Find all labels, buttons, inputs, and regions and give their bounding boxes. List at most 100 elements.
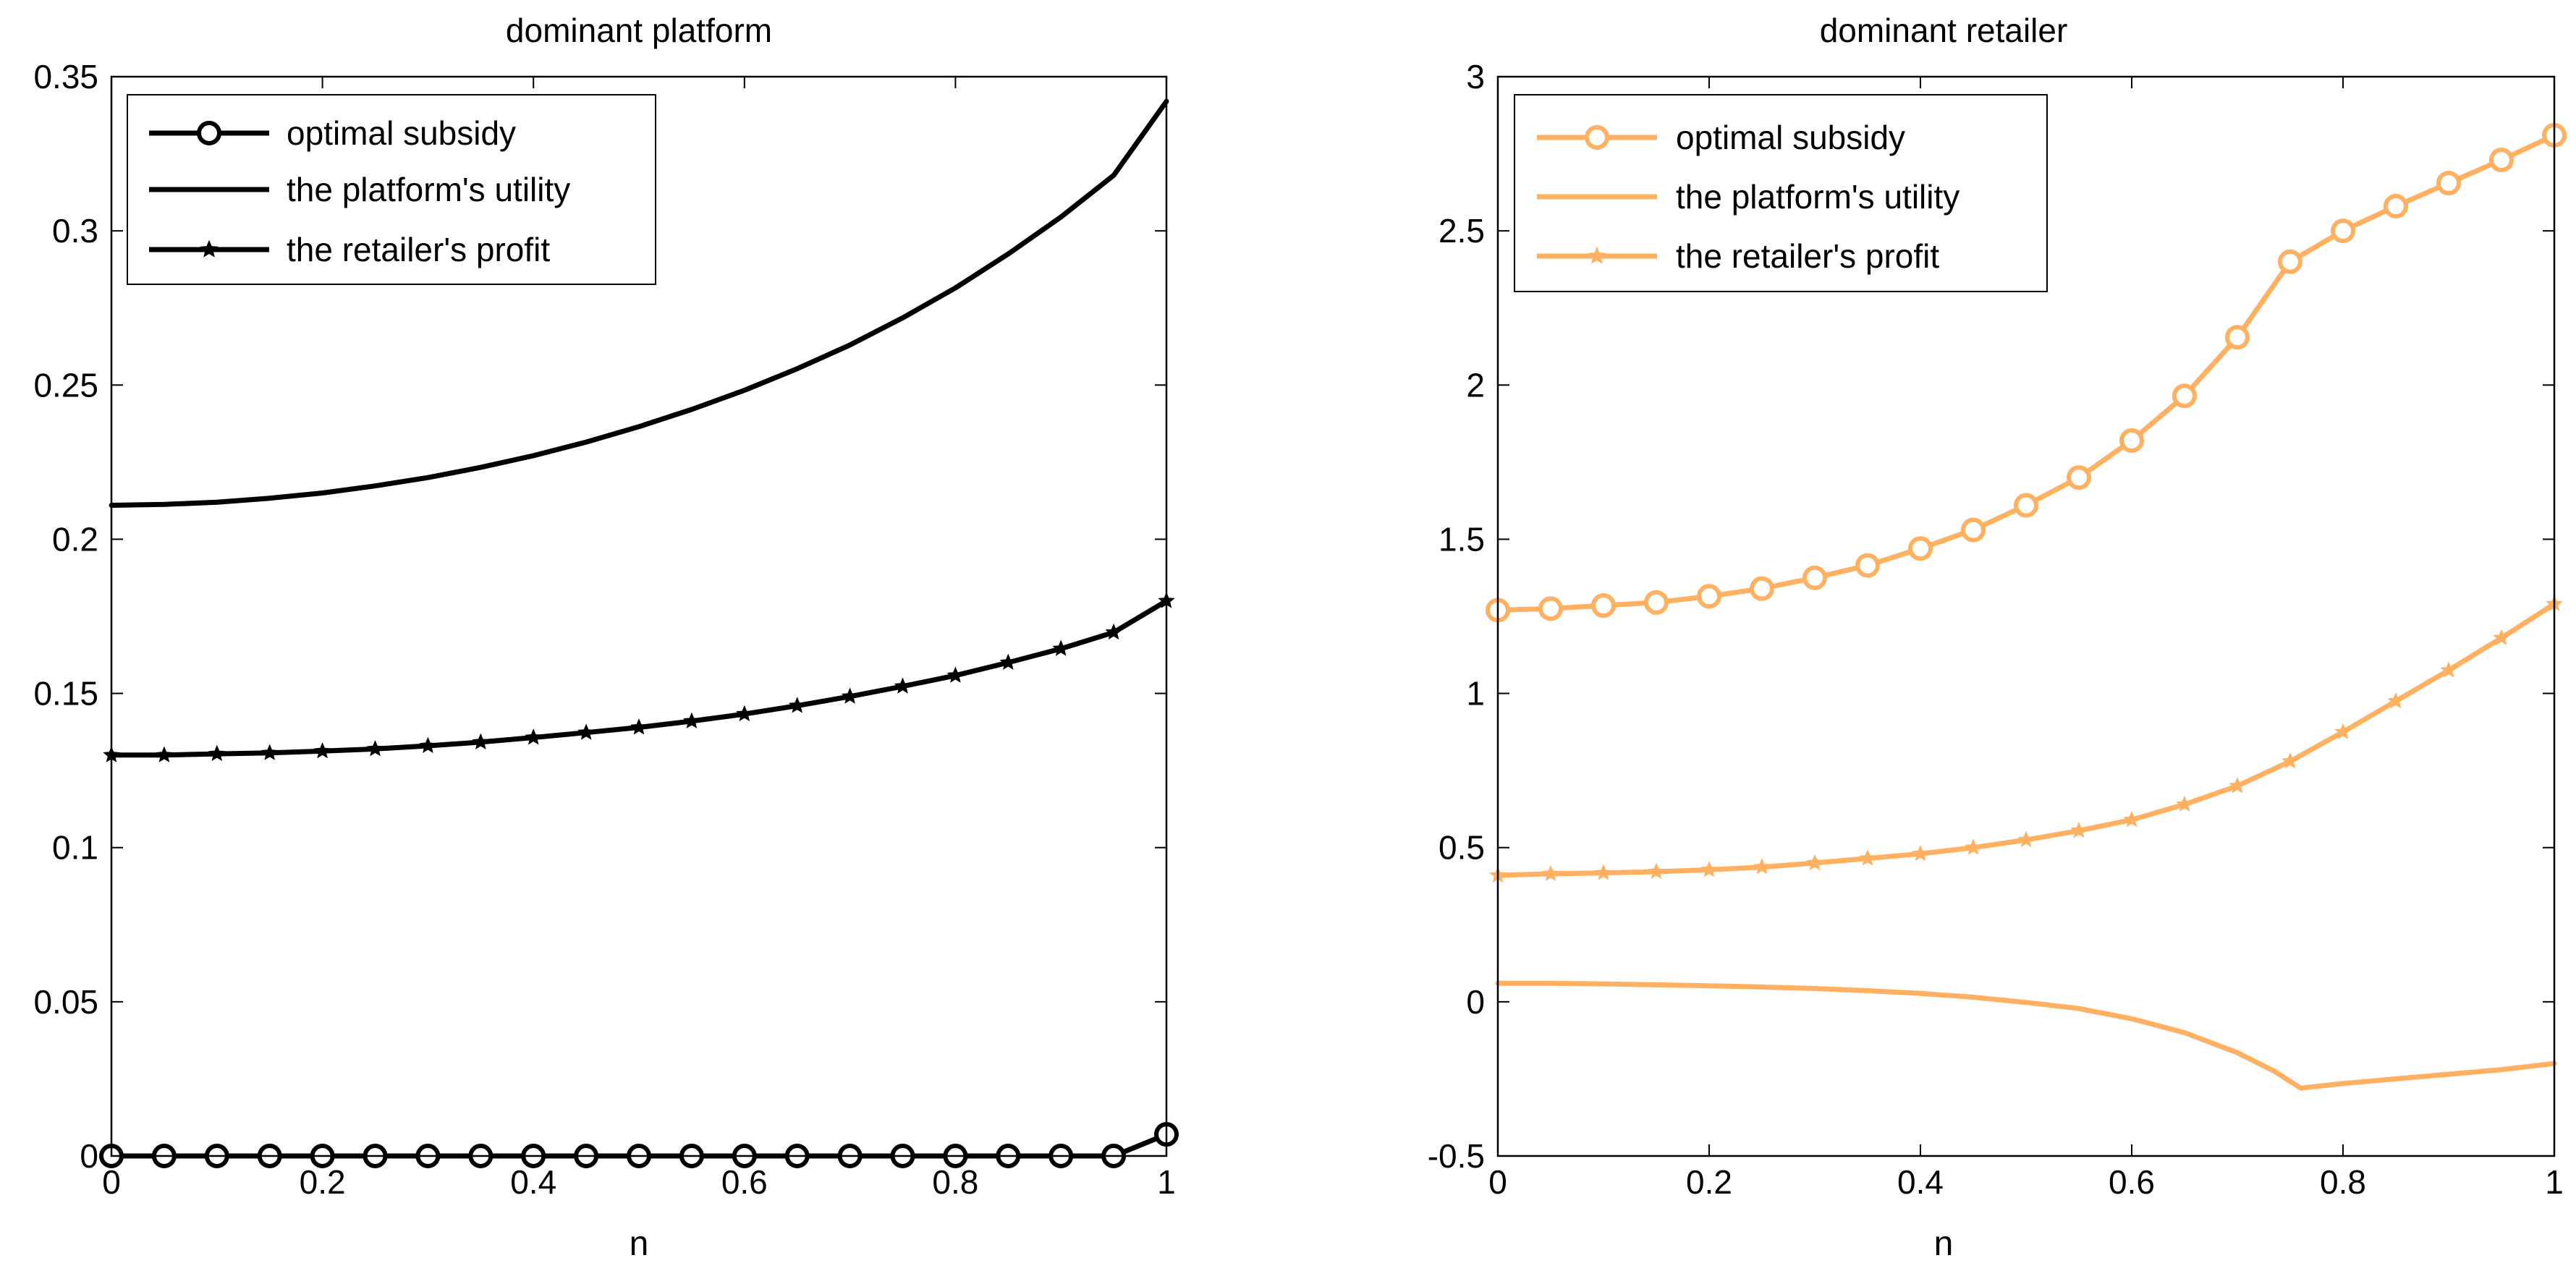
data-point-circle [2436,171,2461,196]
data-point-circle [1538,596,1563,621]
legend: optimal subsidy the platform's utility t… [1514,94,2048,292]
data-point-star [2334,723,2352,739]
x-tick-label: 1 [1157,1163,1176,1201]
legend-label: the platform's utility [1676,178,1959,216]
data-point-circle [2067,465,2091,490]
data-point-circle [1908,536,1933,561]
data-point-star [366,739,384,757]
y-tick-label: 0.05 [33,983,98,1021]
data-point-star [2281,752,2299,769]
chart-title: dominant platform [506,12,772,49]
x-tick-label: 0.2 [300,1163,346,1201]
legend-label: optimal subsidy [287,114,516,152]
x-tick-label: 0.4 [1897,1163,1944,1201]
data-point-circle [2384,194,2408,219]
data-point-star [2440,661,2457,678]
x-tick-label: 1 [2545,1163,2564,1201]
data-point-circle [2225,325,2250,350]
x-axis-label: n [1934,1225,1954,1263]
data-point-circle [1591,593,1616,619]
legend-entry-retailer-profit: the retailer's profit [1537,237,1939,275]
data-point-star [1648,862,1665,879]
data-point-star [260,744,279,760]
legend-label: the platform's utility [287,171,570,208]
x-tick-label: 0.6 [721,1163,768,1201]
axis-ticks: 0 0.2 0.4 0.6 0.8 1 0 0.05 0.1 0.15 0.2 0.25 0.3 0.35 [33,58,1175,1201]
x-tick-label: 0.2 [1686,1163,1732,1201]
data-point-star [1542,864,1559,881]
x-tick-label: 0 [102,1163,121,1201]
data-point-star [736,705,753,722]
y-tick-label: 2 [1466,366,1485,404]
data-point-star [841,687,859,704]
data-point-star [313,741,331,759]
legend-entry-platform-utility: the platform's utility [1537,178,1959,216]
y-tick-label: -0.5 [1428,1137,1485,1175]
y-tick-label: 0.15 [33,675,98,713]
series-the-retailer-s-profit [1489,595,2563,883]
data-point-star [1859,849,1876,866]
data-point-circle [1697,584,1721,609]
legend-entry-platform-utility: the platform's utility [149,171,570,208]
x-tick-label: 0.8 [2320,1163,2366,1201]
data-point-star [1105,623,1122,640]
series-line [1495,980,2557,1091]
data-point-star [2493,629,2510,645]
series-the-platform-s-utility [109,98,1169,508]
legend-entry-optimal-subsidy: optimal subsidy [149,114,516,152]
legend-swatch-star-marker [1588,246,1606,264]
axis-ticks: 0 0.2 0.4 0.6 0.8 1-0.500.511.522.53 [1428,58,2564,1201]
data-point-circle [2489,148,2514,173]
data-point-star [1753,858,1771,875]
y-tick-label: 1 [1466,675,1485,713]
data-point-circle [2331,218,2355,244]
series-the-retailer-s-profit [103,592,1175,762]
x-axis-label: n [630,1225,649,1263]
data-point-star [208,744,226,762]
y-tick-label: 0.3 [52,212,98,250]
data-point-star [1700,861,1718,877]
data-point-star [1052,639,1069,656]
legend-entry-retailer-profit: the retailer's profit [149,231,550,268]
data-point-star [683,712,700,728]
data-point-star [156,746,173,762]
y-tick-label: 0.1 [52,829,98,867]
y-tick-label: 0 [80,1137,98,1175]
y-tick-label: 3 [1466,58,1485,95]
chart-dominant-retailer: dominant retailer n 0 0.2 0.4 0.6 0.8 1-0.500… [1428,12,2567,1263]
legend-swatch-circle-marker [197,121,221,145]
y-tick-label: 2.5 [1439,212,1485,250]
data-point-star [788,697,806,713]
y-tick-label: 0.25 [33,366,98,404]
legend-swatch-circle-marker [1585,125,1609,150]
y-tick-label: 0.35 [33,58,98,95]
data-point-star [577,723,595,740]
data-point-star [1965,838,1982,855]
data-point-star [2176,795,2193,812]
legend-entry-optimal-subsidy: optimal subsidy [1537,119,1905,156]
data-point-star [946,666,965,683]
data-point-star [2070,821,2088,838]
data-point-circle [2119,428,2144,454]
x-tick-label: 0.4 [510,1163,556,1201]
data-point-star [2123,810,2140,828]
data-point-star [2229,777,2246,794]
legend: optimal subsidy the platform's utility t… [127,94,656,285]
y-tick-label: 1.5 [1439,520,1485,558]
chart-title: dominant retailer [1820,12,2068,49]
y-tick-label: 0.2 [52,520,98,558]
data-point-star [525,728,542,745]
plot-area-frame [110,75,1168,1157]
series-layer [1486,122,2567,1091]
y-tick-label: 0.5 [1439,829,1485,867]
data-point-circle [1644,590,1669,615]
data-point-circle [2278,249,2302,274]
series-the-platform-s-utility [1495,980,2557,1091]
y-tick-label: 0 [1466,983,1485,1021]
legend-swatch-star-marker [200,239,219,258]
data-point-star [2017,830,2035,848]
legend-label: the retailer's profit [1676,237,1939,275]
series-line [109,98,1169,508]
plot-area-frame [1496,75,2556,1157]
